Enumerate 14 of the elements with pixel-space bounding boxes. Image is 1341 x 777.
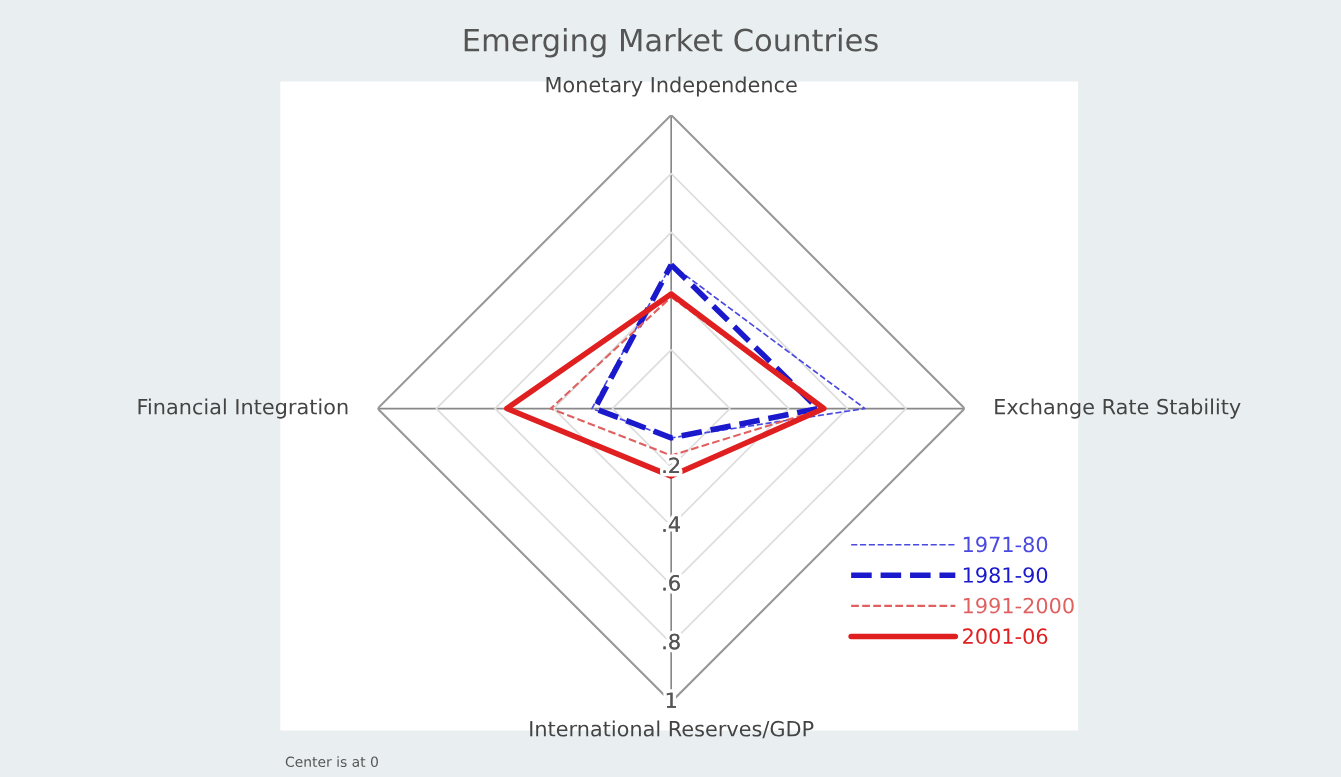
spoke-label: Monetary Independence — [546, 76, 797, 97]
text: 1981-90 — [963, 567, 1048, 583]
y-tick-label: .4 — [663, 516, 680, 532]
spoke-label: Financial Integration — [138, 398, 348, 419]
text: Center is at 0 — [285, 756, 378, 768]
text: 1971-80 — [963, 536, 1048, 553]
y-tick-label: .8 — [663, 633, 680, 650]
spoke-label: Exchange Rate Stability — [995, 398, 1241, 419]
y-tick-label: .6 — [663, 574, 680, 591]
y-tick-label: .2 — [663, 457, 680, 473]
text: 1991-2000 — [963, 597, 1074, 614]
spoke-label: International Reserves/GDP — [530, 720, 814, 739]
chart-title: Emerging Market Countries — [464, 27, 878, 58]
text: 2001-06 — [963, 628, 1048, 645]
